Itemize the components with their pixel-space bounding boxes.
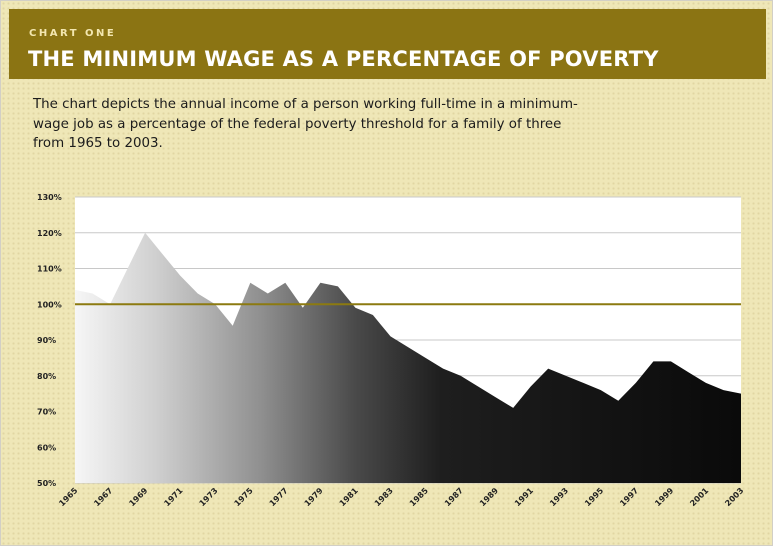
x-tick-label: 1967 [92,486,114,508]
x-tick-label: 1981 [338,486,360,508]
x-tick-label: 1973 [198,486,220,508]
x-tick-label: 1969 [127,486,149,508]
x-tick-label: 1999 [653,486,675,508]
x-tick-label: 1965 [57,486,79,508]
x-tick-label: 1977 [268,486,290,508]
area-series [75,232,741,483]
chart-kicker: CHART ONE [29,28,117,39]
x-tick-label: 2003 [723,486,745,508]
x-tick-label: 2001 [688,486,710,508]
y-tick-label: 90% [37,336,56,345]
chart-description: The chart depicts the annual income of a… [33,97,578,151]
y-tick-label: 130% [37,193,62,202]
y-tick-label: 80% [37,372,56,381]
x-tick-label: 1987 [443,486,465,508]
x-tick-label: 1997 [618,486,640,508]
y-tick-label: 120% [37,229,62,238]
x-tick-label: 1995 [583,486,605,508]
y-tick-label: 60% [37,443,56,452]
x-tick-label: 1993 [548,486,570,508]
x-tick-label: 1983 [373,486,395,508]
x-tick-label: 1991 [513,486,535,508]
y-tick-label: 100% [37,300,62,309]
x-tick-label: 1975 [233,486,255,508]
chart-title: THE MINIMUM WAGE AS A PERCENTAGE OF POVE… [28,47,659,71]
header-bar: CHART ONE THE MINIMUM WAGE AS A PERCENTA… [9,9,766,79]
x-tick-label: 1979 [303,486,325,508]
x-tick-label: 1989 [478,486,500,508]
x-tick-label: 1985 [408,486,430,508]
x-tick-label: 1971 [162,486,184,508]
y-tick-label: 110% [37,265,62,274]
y-tick-label: 50% [37,479,56,488]
y-tick-label: 70% [37,408,56,417]
